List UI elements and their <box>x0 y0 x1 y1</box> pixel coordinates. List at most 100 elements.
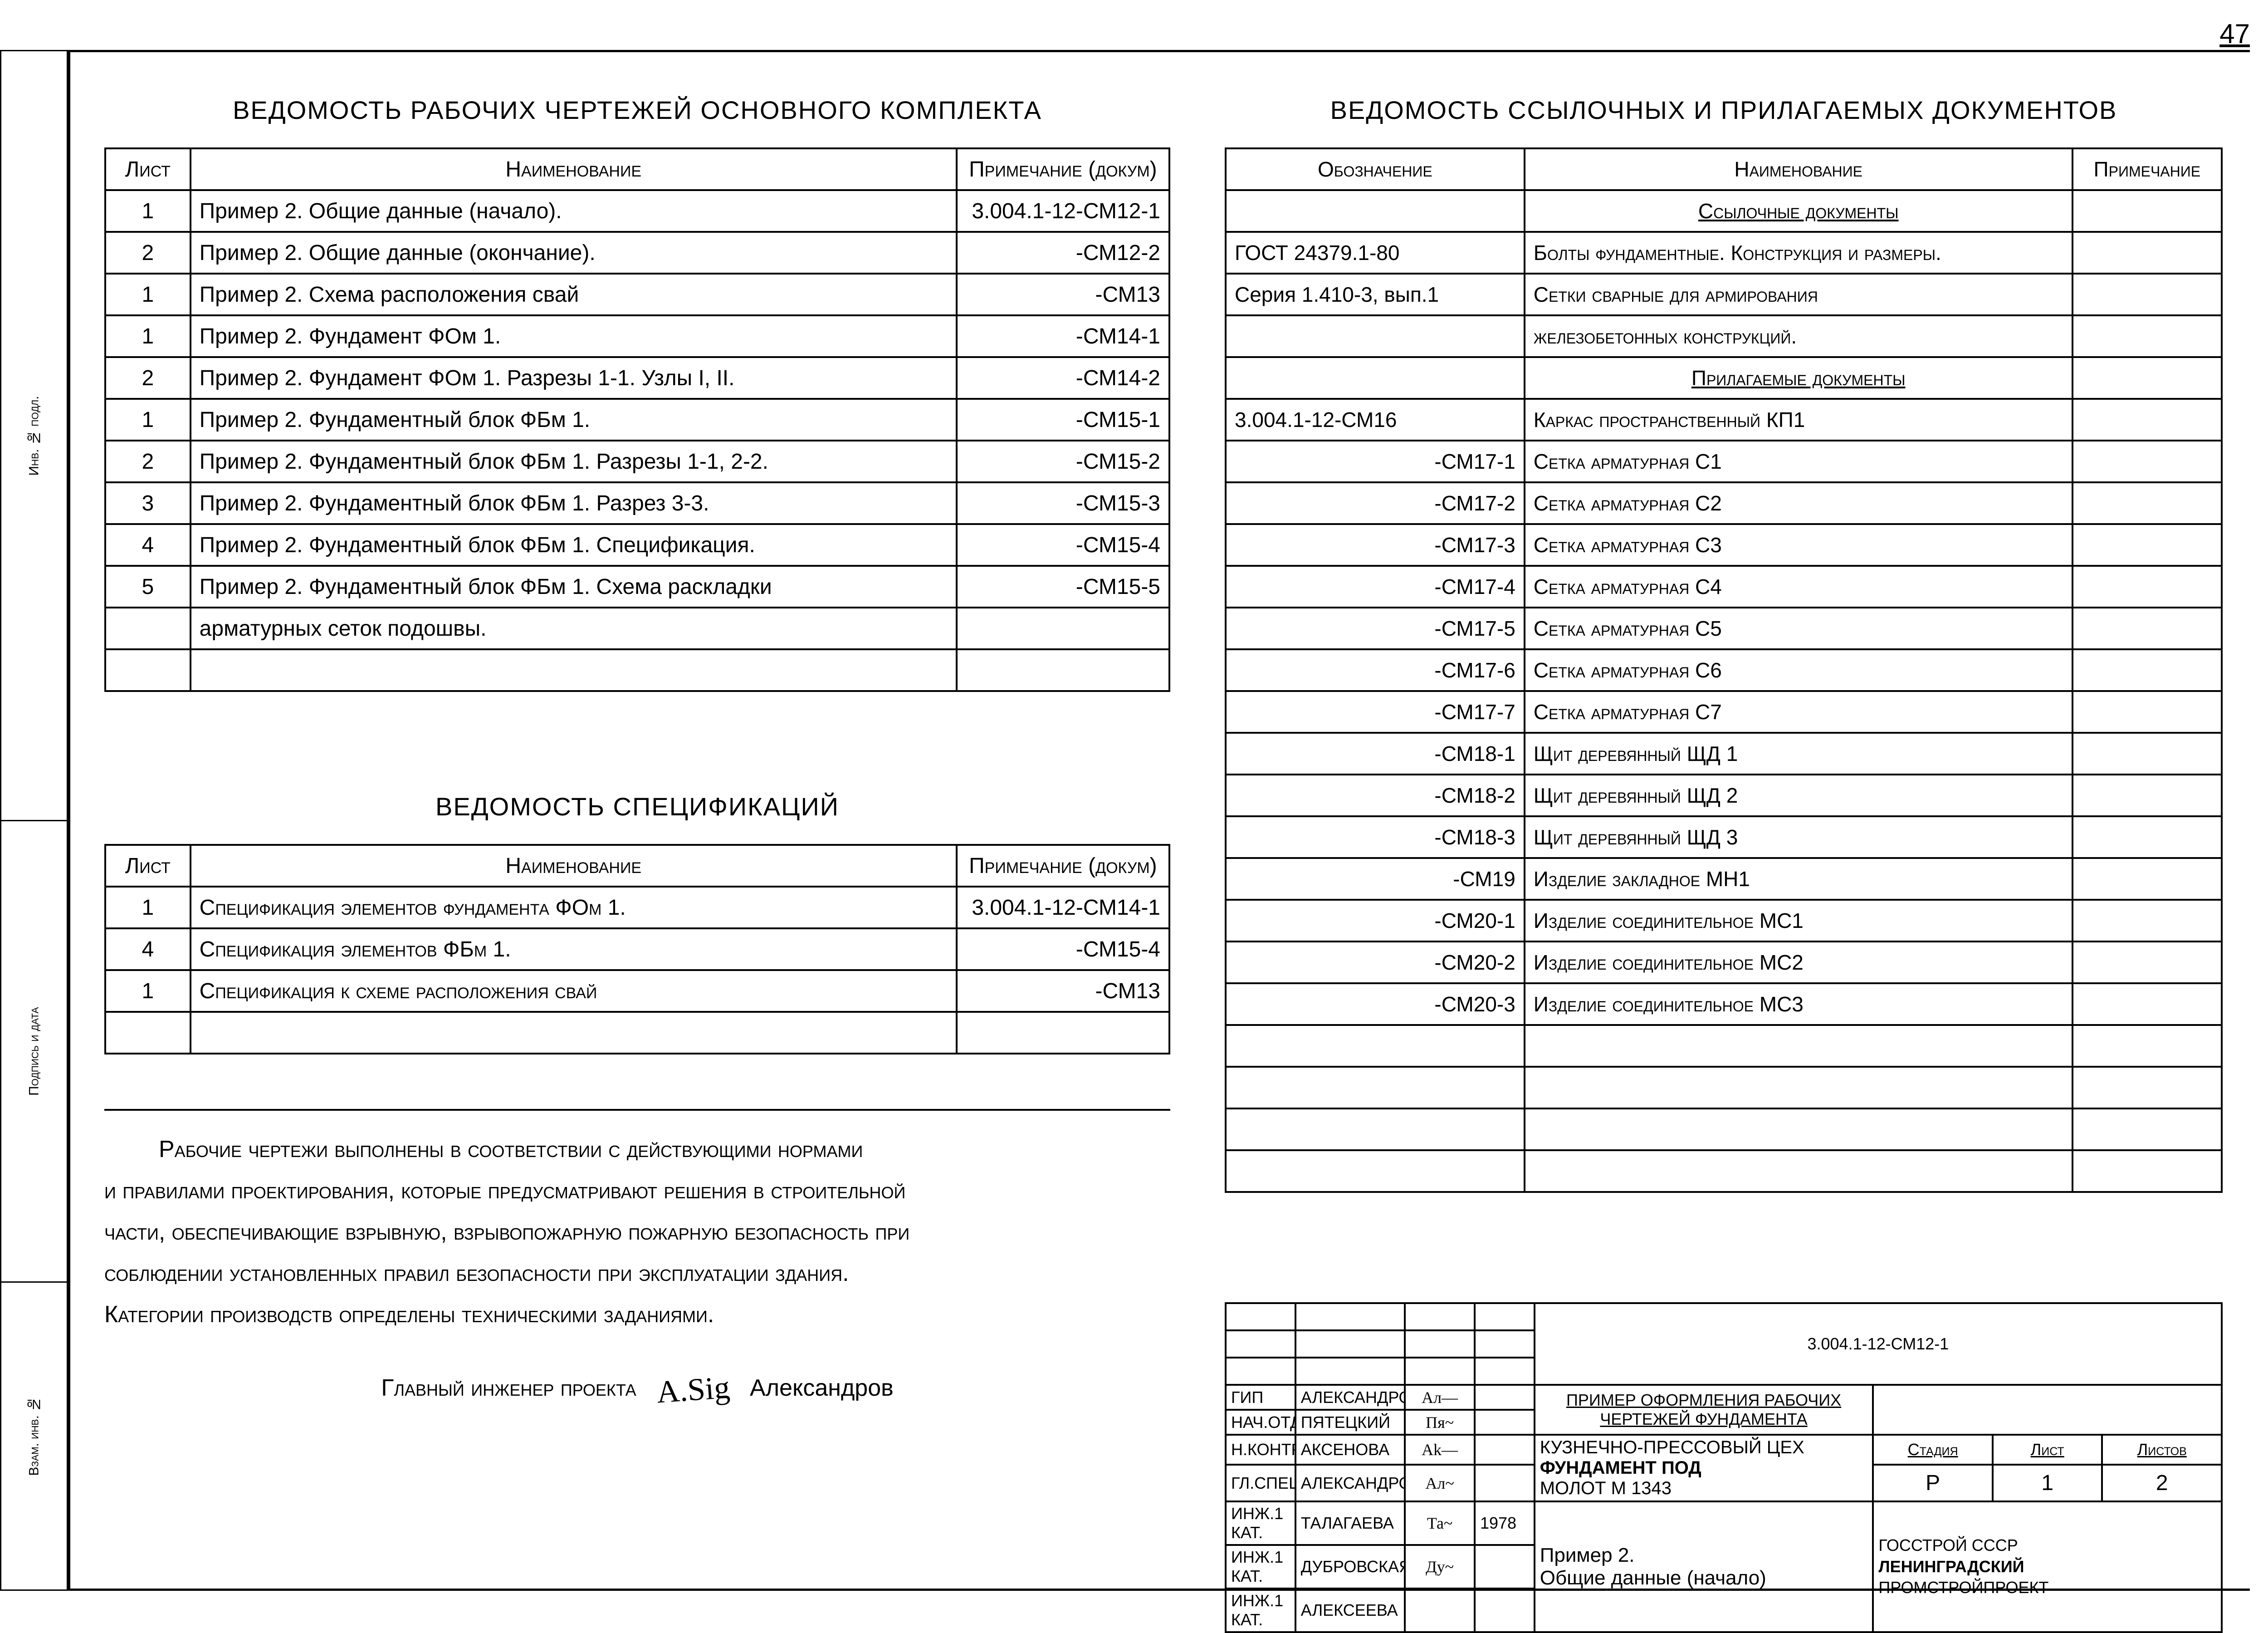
t1-note: -СМ15-4 <box>957 524 1169 566</box>
note-line-3: части, обеспечивающие взрывную, взрывопо… <box>104 1219 909 1245</box>
ref-code <box>1226 1150 1525 1192</box>
ref-name <box>1525 1067 2072 1108</box>
t1-note: -СМ15-3 <box>957 482 1169 524</box>
stamp-doc-code: 3.004.1-12-СМ12-1 <box>1535 1303 2222 1385</box>
t1-note: -СМ14-1 <box>957 315 1169 357</box>
table1-row: 1Пример 2. Общие данные (начало).3.004.1… <box>105 190 1169 232</box>
role-0-role: ГИП <box>1226 1385 1295 1410</box>
t1-name: Пример 2. Фундаментный блок ФБм 1. Разре… <box>191 441 957 482</box>
note-line-4: соблюдении установленных правил безопасн… <box>104 1260 849 1286</box>
ref-row: -СМ18-3Щит деревянный ЩД 3 <box>1226 816 2222 858</box>
sheet-value: 1 <box>1993 1465 2102 1501</box>
chief-engineer-name: Александров <box>750 1375 894 1401</box>
ref-note <box>2072 399 2222 441</box>
ref-name: Изделие соединительное МС2 <box>1525 942 2072 983</box>
ref-code <box>1226 1067 1525 1108</box>
role-5-sign: Ду~ <box>1405 1545 1475 1589</box>
t1-sheet <box>105 649 191 691</box>
ref-note <box>2072 942 2222 983</box>
ref-note <box>2072 649 2222 691</box>
ref-name: Щит деревянный ЩД 1 <box>1525 733 2072 775</box>
ref-code: -СМ17-2 <box>1226 482 1525 524</box>
t1-name: Пример 2. Фундамент ФОм 1. <box>191 315 957 357</box>
ref-note <box>2072 274 2222 315</box>
ref-section-row: Ссылочные документы <box>1226 190 2222 232</box>
ref-row: -СМ17-5Сетка арматурная С5 <box>1226 608 2222 649</box>
ref-name <box>1525 1150 2072 1192</box>
role-4-name: ТАЛАГАЕВА <box>1295 1501 1405 1545</box>
role-5-name: ДУБРОВСКАЯ <box>1295 1545 1405 1589</box>
table2-row: 4Спецификация элементов ФБм 1.-СМ15-4 <box>105 928 1169 970</box>
ref-code: -СМ18-2 <box>1226 775 1525 816</box>
ref-note <box>2072 482 2222 524</box>
role-1-name: ПЯТЕЦКИЙ <box>1295 1410 1405 1435</box>
t2-sheet <box>105 1012 191 1054</box>
ref-name: Изделие соединительное МС1 <box>1525 900 2072 942</box>
t1-sheet: 1 <box>105 274 191 315</box>
ref-row: 3.004.1-12-СМ16Каркас пространственный К… <box>1226 399 2222 441</box>
ref-row <box>1226 1067 2222 1108</box>
sheets-value: 2 <box>2102 1465 2222 1501</box>
ref-note <box>2072 816 2222 858</box>
ref-name: Сетка арматурная С3 <box>1525 524 2072 566</box>
role-2-sign: Аk— <box>1405 1435 1475 1465</box>
sheets-header: Листов <box>2102 1435 2222 1465</box>
ref-name <box>1525 1025 2072 1067</box>
ref-h-code: Обозначение <box>1226 148 1525 190</box>
binding-margin: Инв. № подл. Подпись и дата Взам. инв. № <box>0 50 68 1591</box>
t1-sheet: 2 <box>105 357 191 399</box>
ref-name: Сетка арматурная С5 <box>1525 608 2072 649</box>
ref-note <box>2072 315 2222 357</box>
t2-sheet: 4 <box>105 928 191 970</box>
ref-row <box>1226 1108 2222 1150</box>
ref-note <box>2072 608 2222 649</box>
ref-name <box>1525 1108 2072 1150</box>
chief-engineer-label: Главный инженер проекта <box>381 1375 636 1401</box>
ref-code: -СМ17-5 <box>1226 608 1525 649</box>
ref-row: -СМ20-1Изделие соединительное МС1 <box>1226 900 2222 942</box>
ref-code: -СМ17-7 <box>1226 691 1525 733</box>
title-block: 3.004.1-12-СМ12-1 ГИП АЛЕКСАНДРОВ Ал— ПР… <box>1225 1302 2223 1556</box>
table1-row: 4Пример 2. Фундаментный блок ФБм 1. Спец… <box>105 524 1169 566</box>
drawing-page: 47 Инв. № подл. Подпись и дата Взам. инв… <box>0 0 2268 1618</box>
t1-name <box>191 649 957 691</box>
ref-row: -СМ17-3Сетка арматурная С3 <box>1226 524 2222 566</box>
table2-row <box>105 1012 1169 1054</box>
t1-sheet: 4 <box>105 524 191 566</box>
page-number: 47 <box>2219 18 2250 49</box>
ref-name: Каркас пространственный КП1 <box>1525 399 2072 441</box>
t1-note: 3.004.1-12-СМ12-1 <box>957 190 1169 232</box>
ref-h-note: Примечание <box>2072 148 2222 190</box>
table1-row: 1Пример 2. Фундаментный блок ФБм 1.-СМ15… <box>105 399 1169 441</box>
ref-note <box>2072 1108 2222 1150</box>
ref-note <box>2072 733 2222 775</box>
ref-note <box>2072 1150 2222 1192</box>
t1-sheet: 2 <box>105 232 191 274</box>
ref-note <box>2072 775 2222 816</box>
ref-note <box>2072 691 2222 733</box>
table1-row: 2Пример 2. Фундамент ФОм 1. Разрезы 1-1.… <box>105 357 1169 399</box>
ref-code: -СМ20-2 <box>1226 942 1525 983</box>
t1-sheet <box>105 608 191 649</box>
binding-cell-1: Инв. № подл. <box>1 51 68 821</box>
table1-row: 2Пример 2. Фундаментный блок ФБм 1. Разр… <box>105 441 1169 482</box>
ref-name: Щит деревянный ЩД 2 <box>1525 775 2072 816</box>
role-4-role: ИНЖ.1 КАТ. <box>1226 1501 1295 1545</box>
t1-sheet: 1 <box>105 315 191 357</box>
ref-code: -СМ17-4 <box>1226 566 1525 608</box>
ref-note <box>2072 524 2222 566</box>
ref-name: Щит деревянный ЩД 3 <box>1525 816 2072 858</box>
table1-row: 5Пример 2. Фундаментный блок ФБм 1. Схем… <box>105 566 1169 608</box>
role-0-sign: Ал— <box>1405 1385 1475 1410</box>
t2-h-note: Примечание (докум) <box>957 845 1169 887</box>
ref-row: -СМ17-4Сетка арматурная С4 <box>1226 566 2222 608</box>
ref-note <box>2072 1025 2222 1067</box>
ref-code: ГОСТ 24379.1-80 <box>1226 232 1525 274</box>
ref-name: Сетка арматурная С1 <box>1525 441 2072 482</box>
stamp-title: ПРИМЕР ОФОРМЛЕНИЯ РАБОЧИХ ЧЕРТЕЖЕЙ ФУНДА… <box>1535 1385 1873 1435</box>
t2-name: Спецификация элементов фундамента ФОм 1. <box>191 887 957 928</box>
t1-name: Пример 2. Схема расположения свай <box>191 274 957 315</box>
t1-note <box>957 608 1169 649</box>
role-4-sign: Та~ <box>1405 1501 1475 1545</box>
t1-note: -СМ13 <box>957 274 1169 315</box>
